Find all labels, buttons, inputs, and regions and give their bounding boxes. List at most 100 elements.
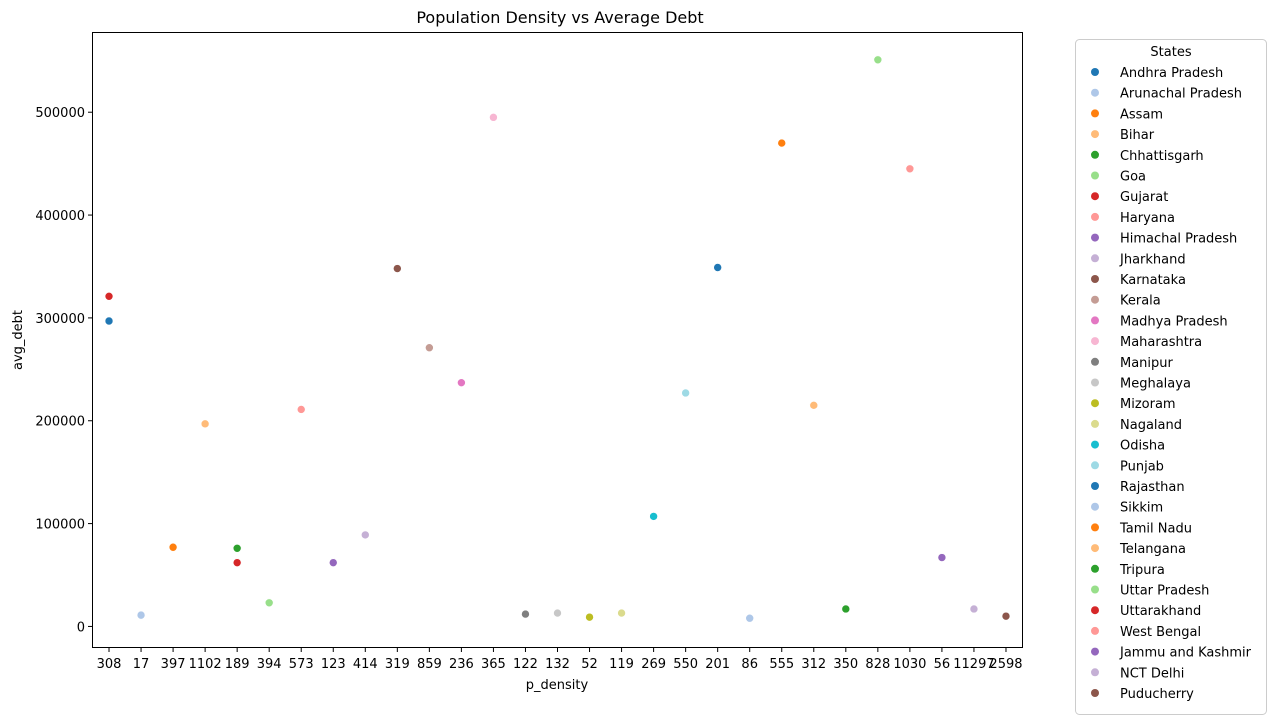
legend-marker: [1091, 130, 1099, 139]
x-tick-label: 365: [481, 657, 506, 672]
x-tick-label: 122: [513, 657, 538, 672]
x-tick-label: 859: [417, 657, 442, 672]
legend-marker: [1091, 647, 1099, 656]
y-tick-label: 500000: [35, 106, 85, 121]
legend-label: Gujarat: [1120, 190, 1168, 205]
legend-marker: [1091, 171, 1099, 180]
legend-marker: [1091, 482, 1099, 490]
data-point: [937, 553, 947, 562]
legend-label: Telangana: [1119, 542, 1186, 557]
data-point: [168, 542, 178, 552]
legend-marker: [1091, 275, 1099, 283]
legend-label: Karnataka: [1120, 273, 1186, 288]
legend-marker: [1091, 419, 1099, 428]
legend-marker: [1091, 88, 1099, 97]
y-tick-label: 400000: [35, 209, 85, 224]
legend-label: Assam: [1120, 107, 1163, 122]
legend-marker: [1091, 295, 1099, 304]
x-tick-label: 550: [673, 657, 698, 672]
x-tick-label: 236: [449, 657, 474, 672]
data-point: [681, 388, 690, 398]
legend-marker: [1091, 626, 1099, 635]
legend-label: Haryana: [1120, 211, 1175, 226]
legend-marker: [1091, 564, 1099, 573]
x-axis-label: p_density: [526, 678, 589, 693]
data-point: [809, 401, 819, 410]
legend-label: West Bengal: [1120, 625, 1201, 640]
y-axis-label: avg_debt: [11, 310, 26, 370]
legend-label: Puducherry: [1120, 687, 1194, 702]
legend-label: Mizoram: [1120, 397, 1176, 412]
legend-label: Uttar Pradesh: [1120, 584, 1209, 599]
data-point: [873, 55, 883, 65]
data-point: [649, 512, 658, 521]
legend-marker: [1091, 689, 1099, 697]
data-point: [553, 608, 562, 618]
legend-marker: [1091, 254, 1099, 263]
legend-box: [1075, 39, 1267, 715]
data-point: [360, 530, 370, 540]
data-point: [328, 558, 338, 567]
legend-marker: [1091, 585, 1099, 594]
legend-marker: [1091, 192, 1099, 201]
y-tick-label: 0: [77, 620, 85, 635]
y-tick-label: 200000: [35, 415, 85, 430]
data-point: [104, 292, 114, 301]
legend-label: Tripura: [1119, 563, 1165, 578]
x-tick-label: 397: [161, 657, 186, 672]
legend: States Andhra Pradesh Arunachal Pradesh As…: [1075, 39, 1267, 715]
legend-marker: [1091, 68, 1099, 76]
data-point: [393, 264, 402, 273]
data-point: [969, 604, 979, 614]
x-tick-label: 119: [609, 657, 634, 672]
x-axis: 308 17 397 1102 189 394 573 123 414 319 859 236 365 1…: [97, 647, 1023, 672]
data-point: [617, 608, 626, 618]
x-tick-label: 1102: [189, 657, 222, 672]
legend-marker: [1091, 337, 1099, 346]
x-tick-label: 269: [641, 657, 666, 672]
x-tick-label: 414: [353, 657, 378, 672]
y-tick-label: 100000: [35, 518, 85, 533]
data-point: [905, 164, 915, 174]
x-tick-label: 573: [289, 657, 314, 672]
x-tick-label: 828: [865, 657, 890, 672]
x-tick-label: 308: [97, 657, 122, 672]
legend-label: Arunachal Pradesh: [1120, 87, 1242, 102]
data-point: [232, 543, 242, 553]
legend-label: Manipur: [1120, 356, 1174, 371]
legend-marker: [1091, 378, 1099, 387]
legend-marker: [1091, 212, 1099, 221]
legend-label: Maharashtra: [1120, 335, 1202, 350]
legend-label: Punjab: [1120, 459, 1164, 474]
legend-marker: [1091, 440, 1099, 449]
data-point: [264, 598, 274, 608]
x-tick-label: 189: [225, 657, 250, 672]
x-tick-label: 394: [257, 657, 282, 672]
legend-label: Himachal Pradesh: [1120, 232, 1237, 247]
legend-title: States: [1150, 45, 1191, 60]
legend-label: Meghalaya: [1120, 377, 1191, 392]
y-tick-label: 300000: [35, 312, 85, 327]
legend-label: Odisha: [1120, 439, 1165, 454]
legend-label: Jharkhand: [1119, 252, 1186, 267]
legend-marker: [1091, 668, 1099, 677]
legend-label: NCT Delhi: [1120, 666, 1184, 681]
legend-marker: [1091, 523, 1099, 532]
x-tick-label: 86: [741, 657, 758, 672]
x-tick-label: 2598: [989, 657, 1022, 672]
x-tick-label: 123: [321, 657, 346, 672]
legend-marker: [1091, 357, 1099, 366]
legend-marker: [1091, 109, 1099, 118]
legend-marker: [1091, 461, 1099, 470]
legend-marker: [1091, 150, 1099, 159]
x-tick-label: 319: [385, 657, 410, 672]
legend-label: Chhattisgarh: [1120, 149, 1204, 164]
data-point: [1001, 611, 1011, 621]
legend-label: Goa: [1120, 170, 1146, 185]
legend-label: Sikkim: [1120, 501, 1163, 516]
legend-marker: [1091, 316, 1099, 325]
data-point: [777, 138, 787, 148]
data-point: [745, 613, 755, 623]
data-point: [136, 610, 146, 620]
